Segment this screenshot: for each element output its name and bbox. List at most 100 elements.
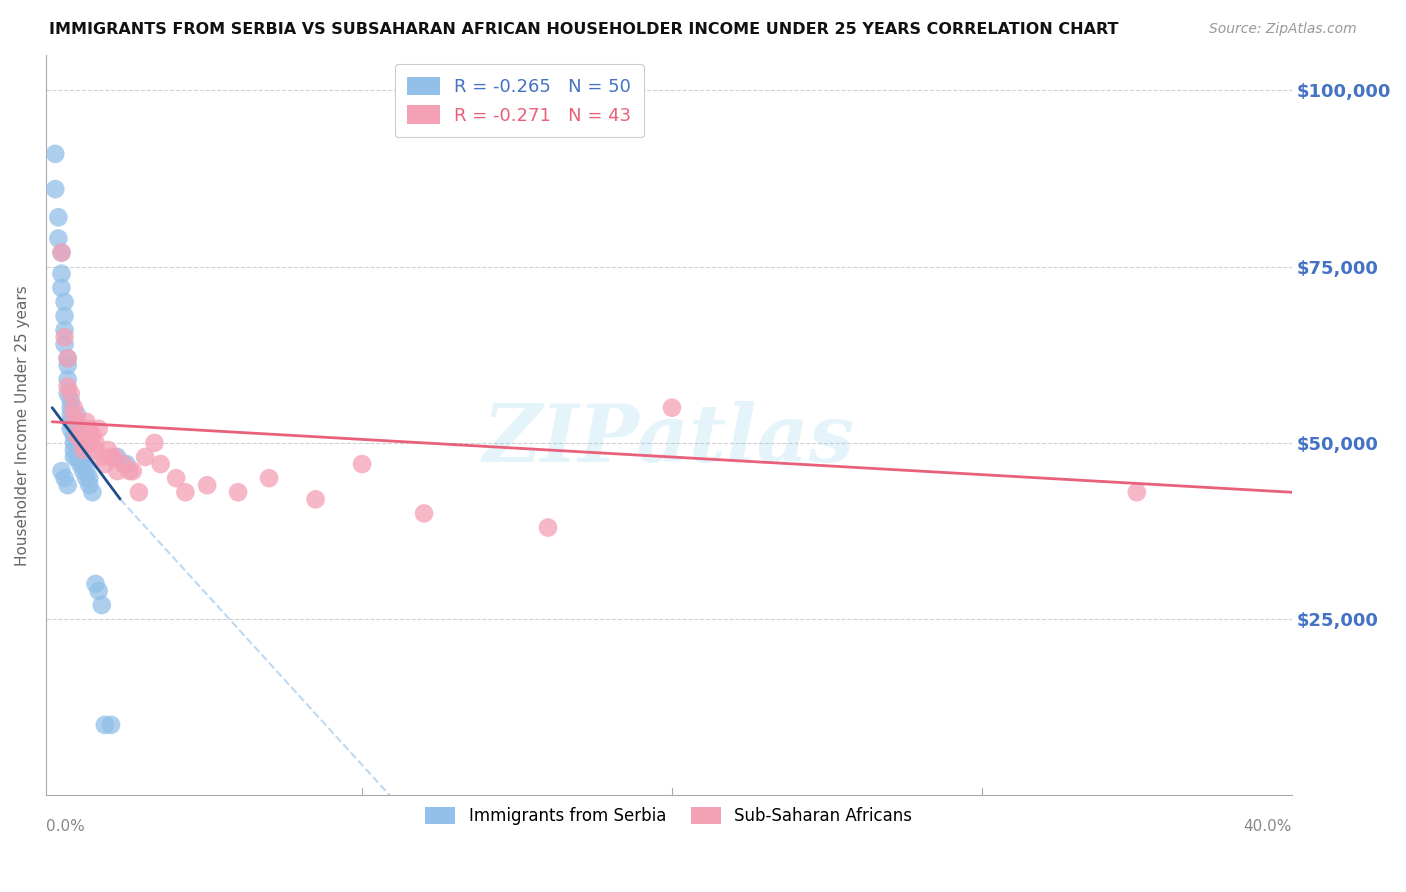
Y-axis label: Householder Income Under 25 years: Householder Income Under 25 years <box>15 285 30 566</box>
Text: 0.0%: 0.0% <box>46 819 84 834</box>
Point <box>56 372 79 386</box>
Point <box>56 478 79 492</box>
Point <box>56 379 79 393</box>
Point <box>48 231 70 245</box>
Point <box>63 401 86 415</box>
Point <box>72 450 94 464</box>
Point <box>72 442 94 457</box>
Point <box>63 429 86 443</box>
Point <box>59 401 82 415</box>
Point <box>84 436 107 450</box>
Point <box>82 485 104 500</box>
Point <box>97 442 120 457</box>
Point <box>100 718 122 732</box>
Point <box>51 245 73 260</box>
Point <box>66 415 89 429</box>
Point <box>75 471 97 485</box>
Point <box>53 309 76 323</box>
Point <box>94 718 117 732</box>
Point <box>72 442 94 457</box>
Point <box>51 281 73 295</box>
Point <box>103 450 125 464</box>
Point <box>105 450 128 464</box>
Point <box>66 450 89 464</box>
Point <box>59 415 82 429</box>
Point <box>537 520 560 534</box>
Point <box>128 485 150 500</box>
Point <box>53 471 76 485</box>
Point <box>63 442 86 457</box>
Point <box>143 436 166 450</box>
Point <box>82 429 104 443</box>
Point <box>75 415 97 429</box>
Point <box>63 436 86 450</box>
Point <box>226 485 249 500</box>
Point <box>149 457 172 471</box>
Point <box>84 577 107 591</box>
Point <box>75 464 97 478</box>
Point <box>66 436 89 450</box>
Point <box>121 464 143 478</box>
Point <box>48 211 70 225</box>
Point <box>72 457 94 471</box>
Point <box>53 323 76 337</box>
Point <box>118 464 141 478</box>
Point <box>69 457 91 471</box>
Point <box>51 245 73 260</box>
Point <box>115 457 138 471</box>
Point <box>56 351 79 366</box>
Point <box>413 507 436 521</box>
Point <box>112 457 135 471</box>
Point <box>72 464 94 478</box>
Point <box>53 330 76 344</box>
Point <box>66 422 89 436</box>
Point <box>56 351 79 366</box>
Point <box>59 422 82 436</box>
Point <box>63 408 86 422</box>
Point <box>59 386 82 401</box>
Point <box>59 408 82 422</box>
Point <box>66 408 89 422</box>
Point <box>72 436 94 450</box>
Point <box>53 294 76 309</box>
Point <box>56 359 79 373</box>
Point <box>63 450 86 464</box>
Text: IMMIGRANTS FROM SERBIA VS SUBSAHARAN AFRICAN HOUSEHOLDER INCOME UNDER 25 YEARS C: IMMIGRANTS FROM SERBIA VS SUBSAHARAN AFR… <box>49 22 1119 37</box>
Point <box>51 267 73 281</box>
Point <box>100 450 122 464</box>
Point <box>165 471 187 485</box>
Point <box>105 464 128 478</box>
Point <box>352 457 374 471</box>
Point <box>84 442 107 457</box>
Point <box>51 464 73 478</box>
Point <box>79 478 101 492</box>
Point <box>69 436 91 450</box>
Point <box>304 492 326 507</box>
Point <box>69 450 91 464</box>
Point <box>79 471 101 485</box>
Point <box>87 422 110 436</box>
Point <box>257 471 280 485</box>
Point <box>79 436 101 450</box>
Point <box>69 429 91 443</box>
Point <box>87 584 110 599</box>
Point <box>94 457 117 471</box>
Point <box>1126 485 1149 500</box>
Text: 40.0%: 40.0% <box>1243 819 1292 834</box>
Text: Source: ZipAtlas.com: Source: ZipAtlas.com <box>1209 22 1357 37</box>
Point <box>134 450 156 464</box>
Point <box>79 422 101 436</box>
Point <box>44 146 66 161</box>
Point <box>90 598 112 612</box>
Point <box>56 386 79 401</box>
Point <box>661 401 683 415</box>
Point <box>90 450 112 464</box>
Text: ZIPatlas: ZIPatlas <box>482 401 855 479</box>
Point <box>59 393 82 408</box>
Point <box>66 429 89 443</box>
Legend: Immigrants from Serbia, Sub-Saharan Africans: Immigrants from Serbia, Sub-Saharan Afri… <box>419 800 920 831</box>
Point <box>53 337 76 351</box>
Point <box>174 485 197 500</box>
Point <box>44 182 66 196</box>
Point <box>195 478 218 492</box>
